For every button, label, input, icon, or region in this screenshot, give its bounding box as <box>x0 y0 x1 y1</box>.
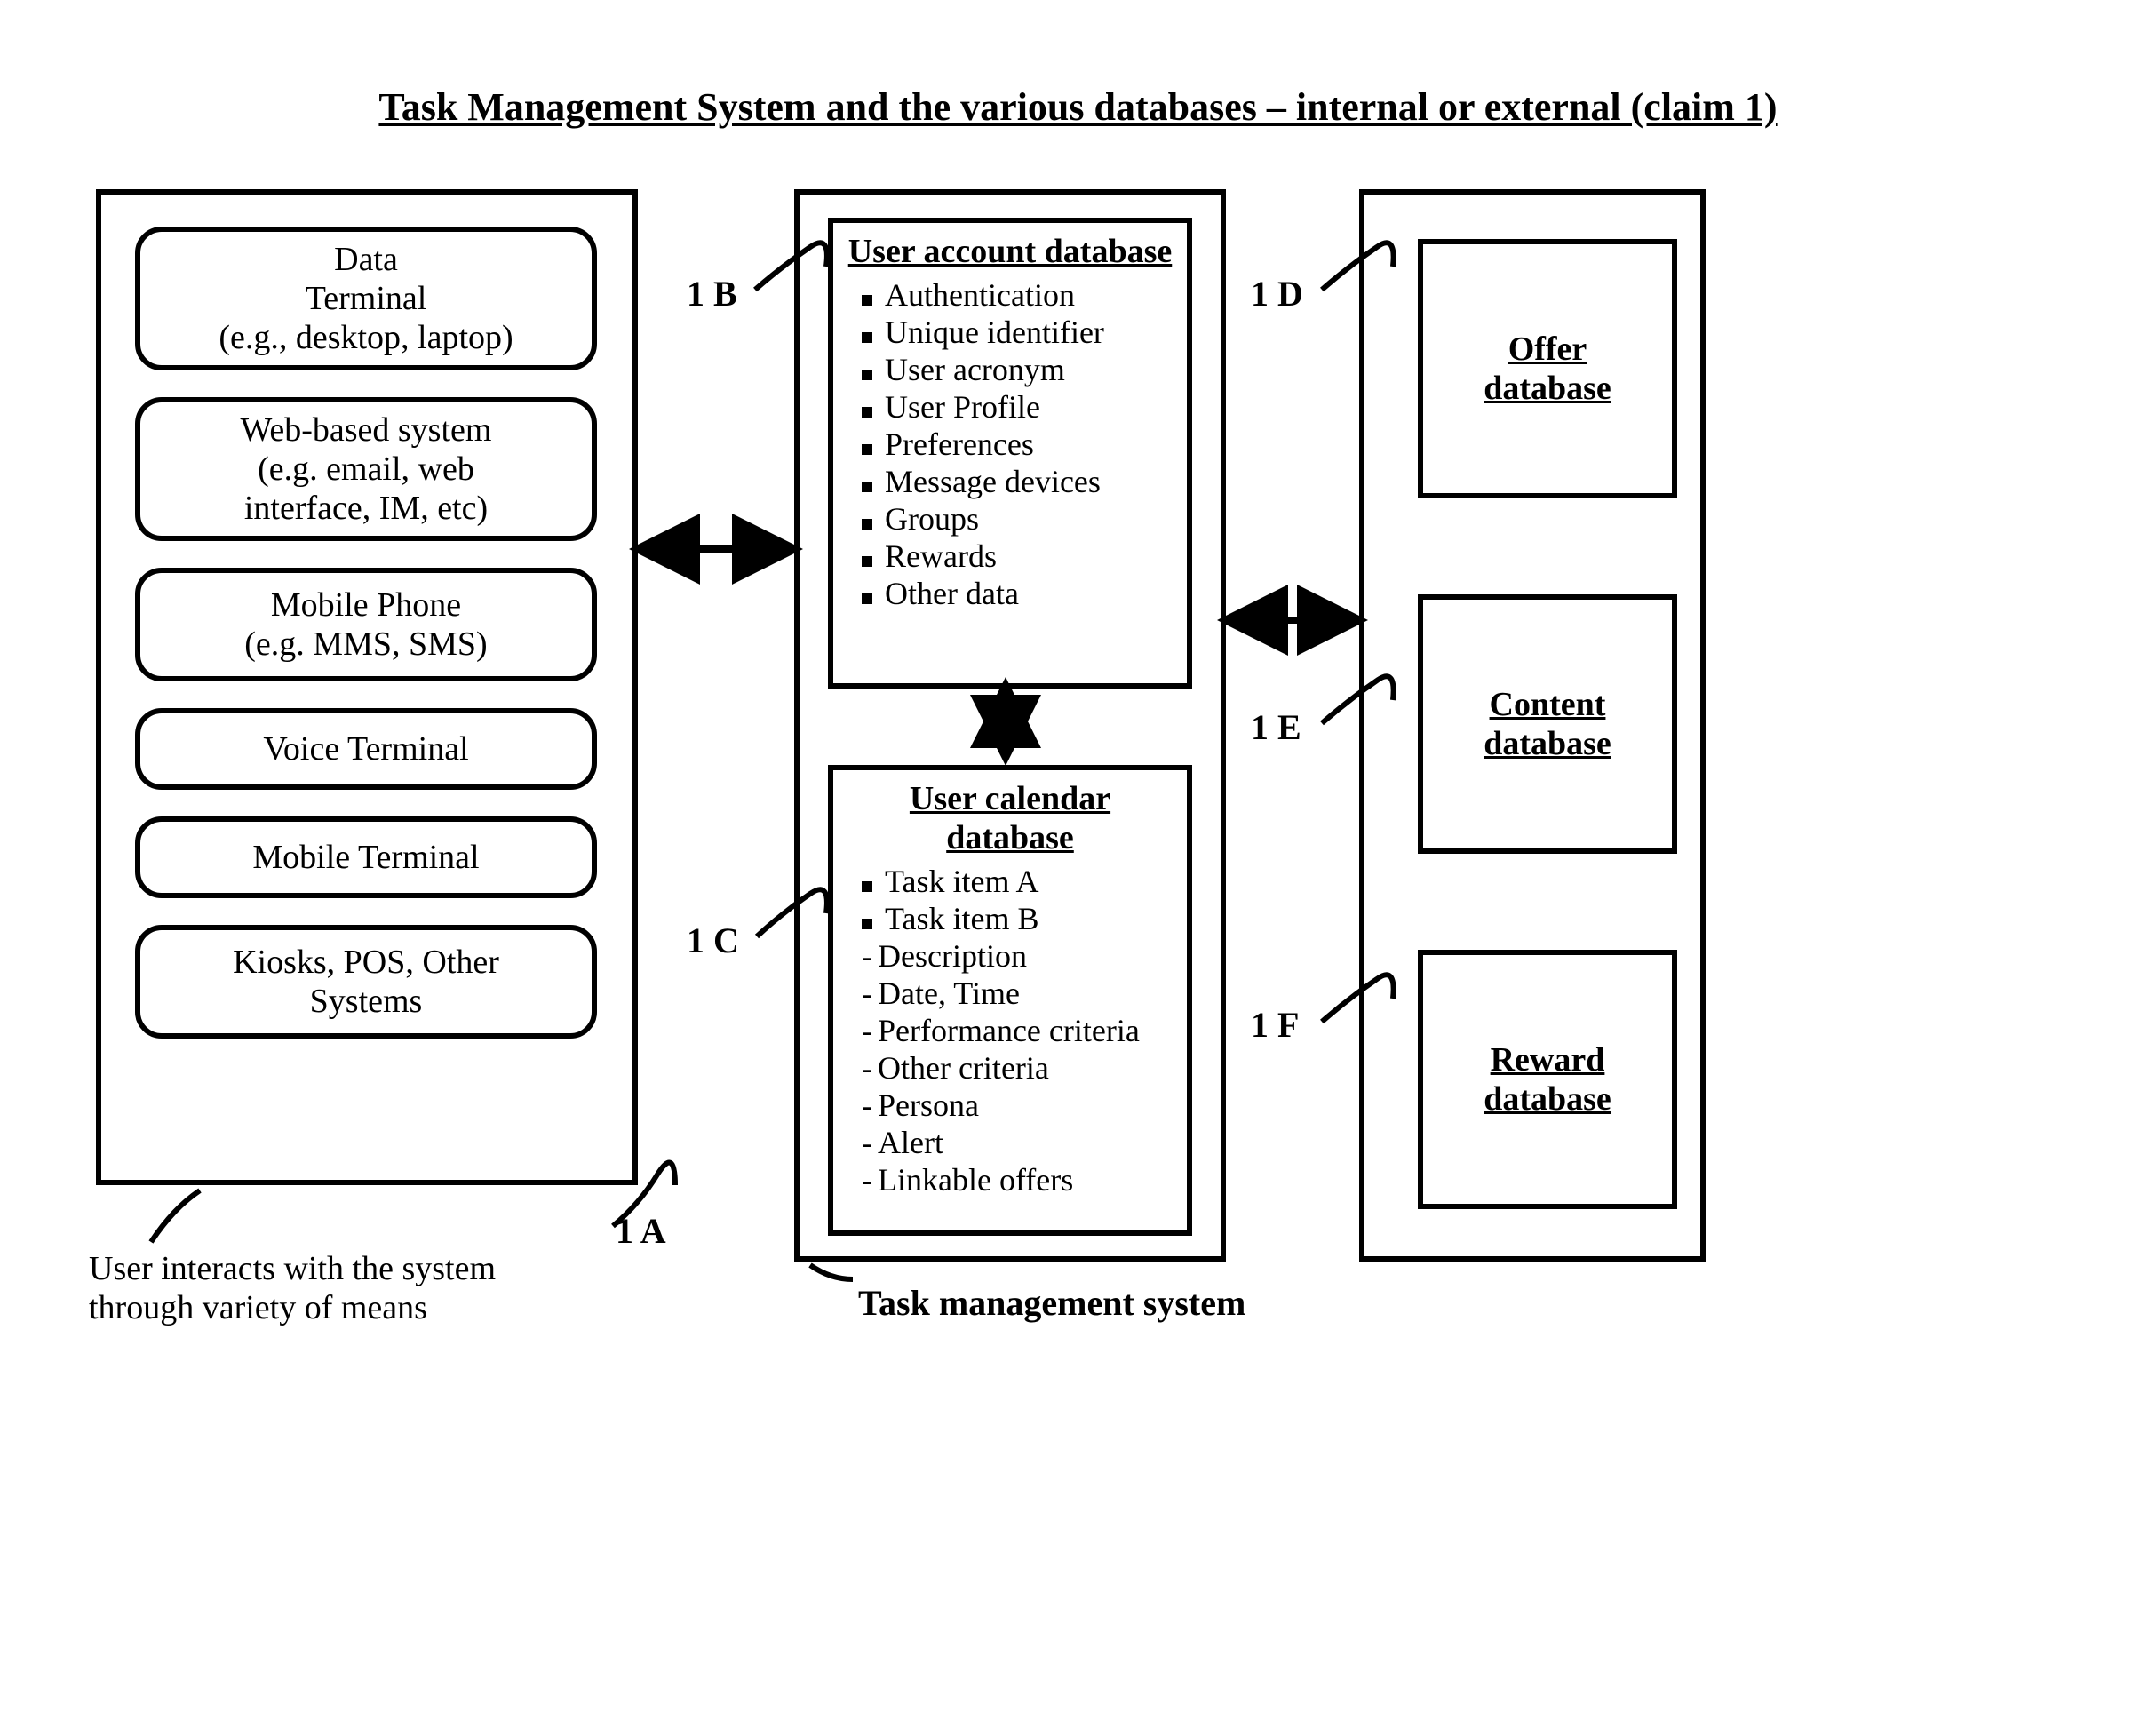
connectors <box>0 0 2156 1712</box>
